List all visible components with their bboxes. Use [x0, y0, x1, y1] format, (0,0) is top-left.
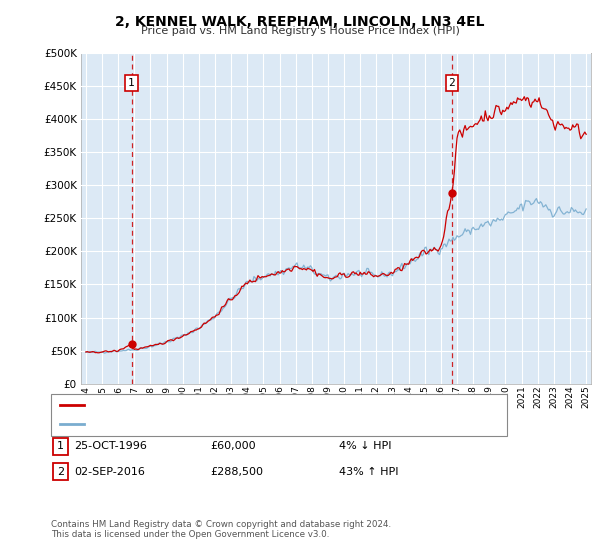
Text: 4% ↓ HPI: 4% ↓ HPI	[339, 441, 391, 451]
Text: Contains HM Land Registry data © Crown copyright and database right 2024.
This d: Contains HM Land Registry data © Crown c…	[51, 520, 391, 539]
Text: 02-SEP-2016: 02-SEP-2016	[74, 466, 145, 477]
Text: 2, KENNEL WALK, REEPHAM, LINCOLN, LN3 4EL: 2, KENNEL WALK, REEPHAM, LINCOLN, LN3 4E…	[115, 15, 485, 29]
Text: Price paid vs. HM Land Registry's House Price Index (HPI): Price paid vs. HM Land Registry's House …	[140, 26, 460, 36]
Text: 1: 1	[128, 78, 135, 88]
Text: 43% ↑ HPI: 43% ↑ HPI	[339, 466, 398, 477]
Text: £60,000: £60,000	[210, 441, 256, 451]
Text: 25-OCT-1996: 25-OCT-1996	[74, 441, 146, 451]
Text: 2, KENNEL WALK, REEPHAM, LINCOLN, LN3 4EL (detached house): 2, KENNEL WALK, REEPHAM, LINCOLN, LN3 4E…	[89, 400, 415, 410]
Text: HPI: Average price, detached house, West Lindsey: HPI: Average price, detached house, West…	[89, 419, 339, 430]
Text: £288,500: £288,500	[210, 466, 263, 477]
Text: 2: 2	[57, 466, 64, 477]
Text: 2: 2	[448, 78, 455, 88]
Text: 1: 1	[57, 441, 64, 451]
